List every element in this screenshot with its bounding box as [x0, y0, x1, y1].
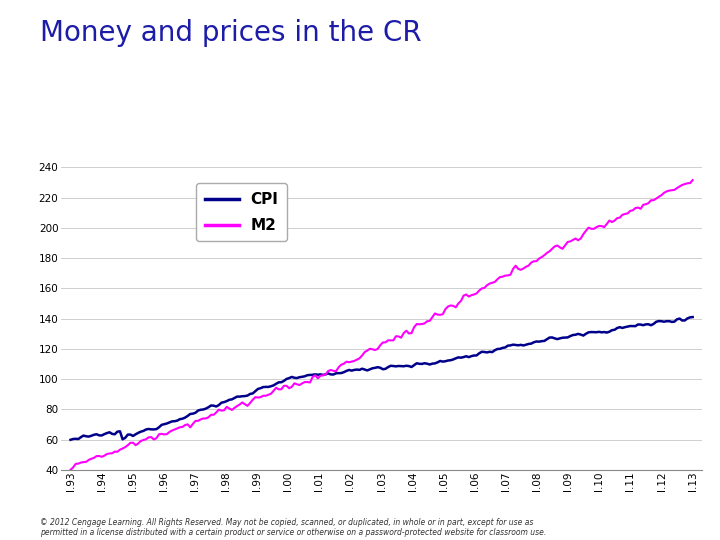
Line: CPI: CPI [71, 317, 693, 440]
Text: © 2012 Cengage Learning. All Rights Reserved. May not be copied, scanned, or dup: © 2012 Cengage Learning. All Rights Rese… [40, 518, 546, 537]
M2 [92, 453, 101, 460]
M2 [688, 177, 697, 184]
M2 [277, 386, 286, 393]
Text: Money and prices in the CR: Money and prices in the CR [40, 19, 421, 47]
M2 [644, 200, 653, 206]
M2 [477, 285, 486, 292]
CPI [277, 379, 286, 386]
CPI [477, 348, 486, 355]
CPI [92, 431, 101, 437]
M2 [66, 467, 75, 473]
CPI [644, 321, 653, 327]
Line: M2: M2 [71, 180, 693, 470]
CPI [165, 419, 174, 426]
CPI [688, 314, 697, 320]
M2 [165, 429, 174, 435]
Legend: CPI, M2: CPI, M2 [197, 184, 287, 241]
CPI [108, 431, 117, 437]
CPI [66, 436, 75, 443]
M2 [108, 450, 117, 456]
